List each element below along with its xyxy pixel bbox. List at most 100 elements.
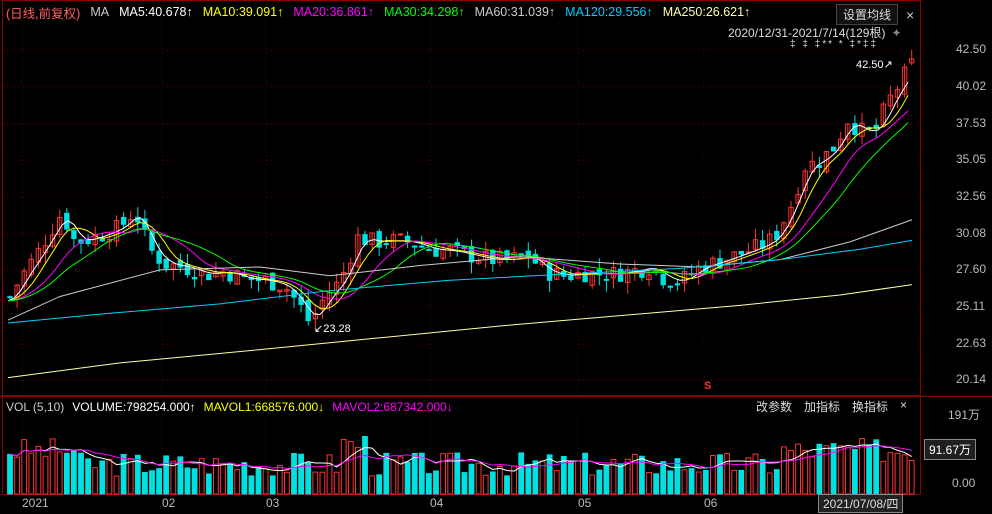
volume-bar bbox=[227, 463, 233, 495]
volume-bar bbox=[624, 458, 631, 495]
volume-bar bbox=[866, 444, 873, 495]
candle-body bbox=[78, 239, 84, 244]
candle-body bbox=[909, 58, 915, 64]
candle-body bbox=[667, 285, 673, 288]
volume-bar bbox=[92, 467, 99, 495]
volume-bar bbox=[56, 451, 63, 495]
volume-bar bbox=[873, 439, 880, 495]
ma5-line bbox=[7, 81, 909, 315]
s-marker[interactable]: S bbox=[704, 380, 712, 392]
chart-frame bbox=[2, 0, 921, 396]
candle-body bbox=[454, 242, 461, 246]
volume-bar bbox=[163, 455, 170, 495]
vol-axis-min: 0.00 bbox=[952, 476, 976, 490]
change-params-button[interactable]: 改参数 bbox=[756, 400, 793, 414]
candle-body bbox=[603, 278, 610, 281]
candle-body bbox=[149, 232, 155, 251]
candle-body bbox=[71, 230, 77, 240]
volume-bar bbox=[291, 453, 297, 495]
price-axis: 42.50 40.02 37.53 35.05 32.56 30.08 27.60 25.11… bbox=[928, 0, 988, 396]
price-tick-label: 20.14 bbox=[956, 372, 987, 386]
volume-bar bbox=[198, 458, 205, 495]
close-icon[interactable]: × bbox=[906, 6, 915, 23]
volume-legend: VOL (5,10) VOLUME:798254.000↑ MAVOL1:668… bbox=[0, 396, 992, 417]
candle-body bbox=[284, 289, 290, 292]
candle-body bbox=[802, 170, 808, 191]
ma5-value: MA5:40.678↑ bbox=[119, 5, 193, 19]
vol-close-icon[interactable]: × bbox=[900, 398, 908, 412]
volume-bar bbox=[560, 456, 567, 495]
volume-bar bbox=[404, 461, 411, 495]
volume-bar bbox=[795, 443, 802, 495]
time-tick-label: 05 bbox=[578, 496, 592, 510]
volume-bar bbox=[752, 453, 759, 495]
time-tick-label: 03 bbox=[266, 496, 280, 510]
volume-bar bbox=[284, 471, 290, 495]
price-chart[interactable] bbox=[0, 0, 992, 396]
volume-chart[interactable] bbox=[0, 396, 992, 514]
volume-bar bbox=[504, 475, 510, 495]
volume-bar bbox=[14, 456, 20, 495]
candle-body bbox=[610, 267, 617, 279]
volume-bar bbox=[355, 446, 361, 495]
candle-body bbox=[369, 232, 375, 245]
volume-bar bbox=[326, 454, 333, 495]
mavol1-value: MAVOL1:668576.000↓ bbox=[203, 400, 325, 414]
mavol1-line bbox=[9, 443, 912, 472]
time-tick-label: 02 bbox=[162, 496, 176, 510]
candle-body bbox=[433, 247, 439, 257]
vol-label: VOL (5,10) bbox=[6, 400, 65, 414]
volume-bar bbox=[312, 471, 319, 495]
high-annotation: 42.50↗ bbox=[856, 59, 893, 71]
time-tick-label: 04 bbox=[430, 496, 444, 510]
candle-body bbox=[49, 234, 56, 247]
current-date-badge: 2021/07/08/四 bbox=[818, 494, 904, 513]
volume-bar bbox=[85, 458, 91, 495]
switch-indicator-button[interactable]: 换指标 bbox=[852, 400, 889, 414]
candle-body bbox=[475, 260, 482, 264]
volume-bar bbox=[844, 446, 851, 495]
volume-bar bbox=[454, 452, 461, 495]
candle-body bbox=[852, 123, 858, 135]
volume-bar bbox=[702, 470, 709, 495]
volume-bar bbox=[681, 469, 688, 495]
volume-bar bbox=[276, 464, 283, 495]
volume-bar bbox=[589, 474, 596, 495]
volume-bar bbox=[901, 454, 908, 495]
volume-bar bbox=[134, 454, 141, 495]
volume-bar bbox=[802, 449, 809, 495]
low-annotation: ↙23.28 bbox=[314, 323, 351, 335]
volume-bar bbox=[610, 459, 617, 495]
candle-body bbox=[355, 234, 361, 267]
volume-bar bbox=[823, 445, 830, 495]
pin-icon[interactable]: ✦ bbox=[891, 25, 902, 40]
volume-bar bbox=[42, 455, 49, 495]
volume-bar bbox=[788, 449, 794, 495]
volume-bar bbox=[745, 457, 752, 495]
volume-bar bbox=[731, 469, 738, 495]
price-tick-label: 37.53 bbox=[956, 116, 987, 130]
ma250-line bbox=[7, 284, 913, 379]
volume-bar bbox=[71, 450, 77, 495]
add-indicator-button[interactable]: 加指标 bbox=[804, 400, 841, 414]
volume-bar bbox=[347, 441, 354, 495]
candle-body bbox=[28, 258, 35, 276]
volume-bar bbox=[35, 445, 42, 495]
price-tick-label: 27.60 bbox=[956, 262, 987, 276]
set-ma-button[interactable]: 设置均线 bbox=[836, 4, 899, 25]
event-markers[interactable]: ‡ ‡ ‡** * ‡*‡‡ bbox=[790, 39, 879, 50]
candle-body bbox=[397, 233, 404, 236]
price-tick-label: 30.08 bbox=[956, 226, 987, 240]
volume-bar bbox=[660, 461, 667, 495]
volume-bar bbox=[305, 462, 312, 495]
candle-body bbox=[738, 250, 744, 255]
volume-bar bbox=[880, 460, 887, 495]
range-label: 2020/12/31-2021/7/14(129根) bbox=[728, 26, 886, 40]
volume-bar bbox=[603, 465, 610, 495]
ma30-line bbox=[7, 122, 909, 302]
volume-bar bbox=[497, 466, 503, 495]
candle-body bbox=[568, 275, 574, 280]
volume-bar bbox=[809, 456, 816, 495]
candle-body bbox=[894, 89, 901, 98]
volume-bar bbox=[724, 453, 731, 495]
